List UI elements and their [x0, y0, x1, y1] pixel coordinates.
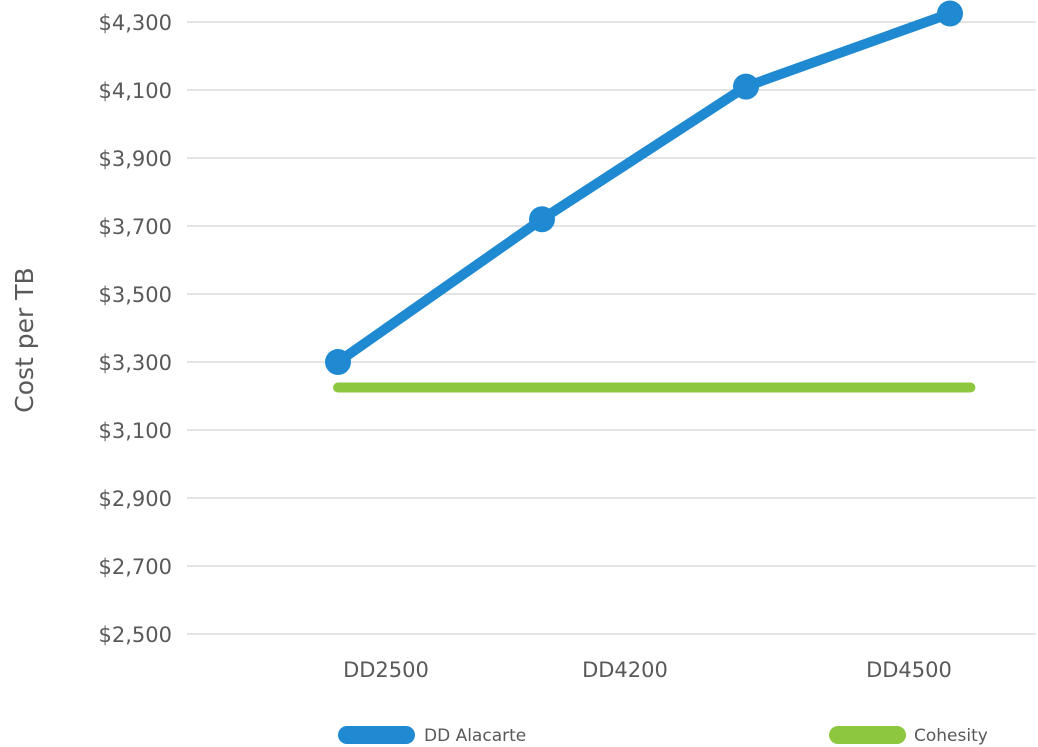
y-tick-label: $4,300 — [99, 11, 172, 35]
data-point-dd-alacarte — [529, 206, 555, 233]
legend-label: DD Alacarte — [424, 726, 526, 746]
x-axis-ticks: DD2500 DD4200 DD4500 — [343, 658, 952, 682]
y-tick-label: $4,100 — [99, 79, 172, 103]
legend-label: Cohesity — [914, 726, 988, 746]
x-tick-label: DD4200 — [582, 658, 668, 682]
legend: DD Alacarte Cohesity — [338, 726, 988, 746]
series-line-dd-alacarte — [333, 8, 955, 367]
y-tick-label: $3,700 — [99, 215, 172, 239]
series-layer — [325, 0, 976, 393]
x-tick-label: DD2500 — [343, 658, 429, 682]
y-tick-label: $3,300 — [99, 351, 172, 375]
y-tick-label: $3,900 — [99, 147, 172, 171]
y-axis-title: Cost per TB — [10, 267, 39, 412]
legend-swatch — [829, 726, 906, 744]
data-point-dd-alacarte — [937, 0, 963, 27]
gridlines — [187, 21, 1036, 635]
x-tick-label: DD4500 — [866, 658, 952, 682]
y-tick-label: $3,100 — [99, 419, 172, 443]
y-tick-label: $2,700 — [99, 555, 172, 579]
y-axis-ticks: $2,500 $2,700 $2,900 $3,100 $3,300 $3,500 $3,7… — [99, 11, 172, 647]
data-point-dd-alacarte — [325, 349, 351, 375]
legend-swatch — [338, 726, 415, 744]
y-tick-label: $2,900 — [99, 487, 172, 511]
data-point-dd-alacarte — [733, 73, 759, 100]
y-tick-label: $2,500 — [99, 623, 172, 647]
y-tick-label: $3,500 — [99, 283, 172, 307]
